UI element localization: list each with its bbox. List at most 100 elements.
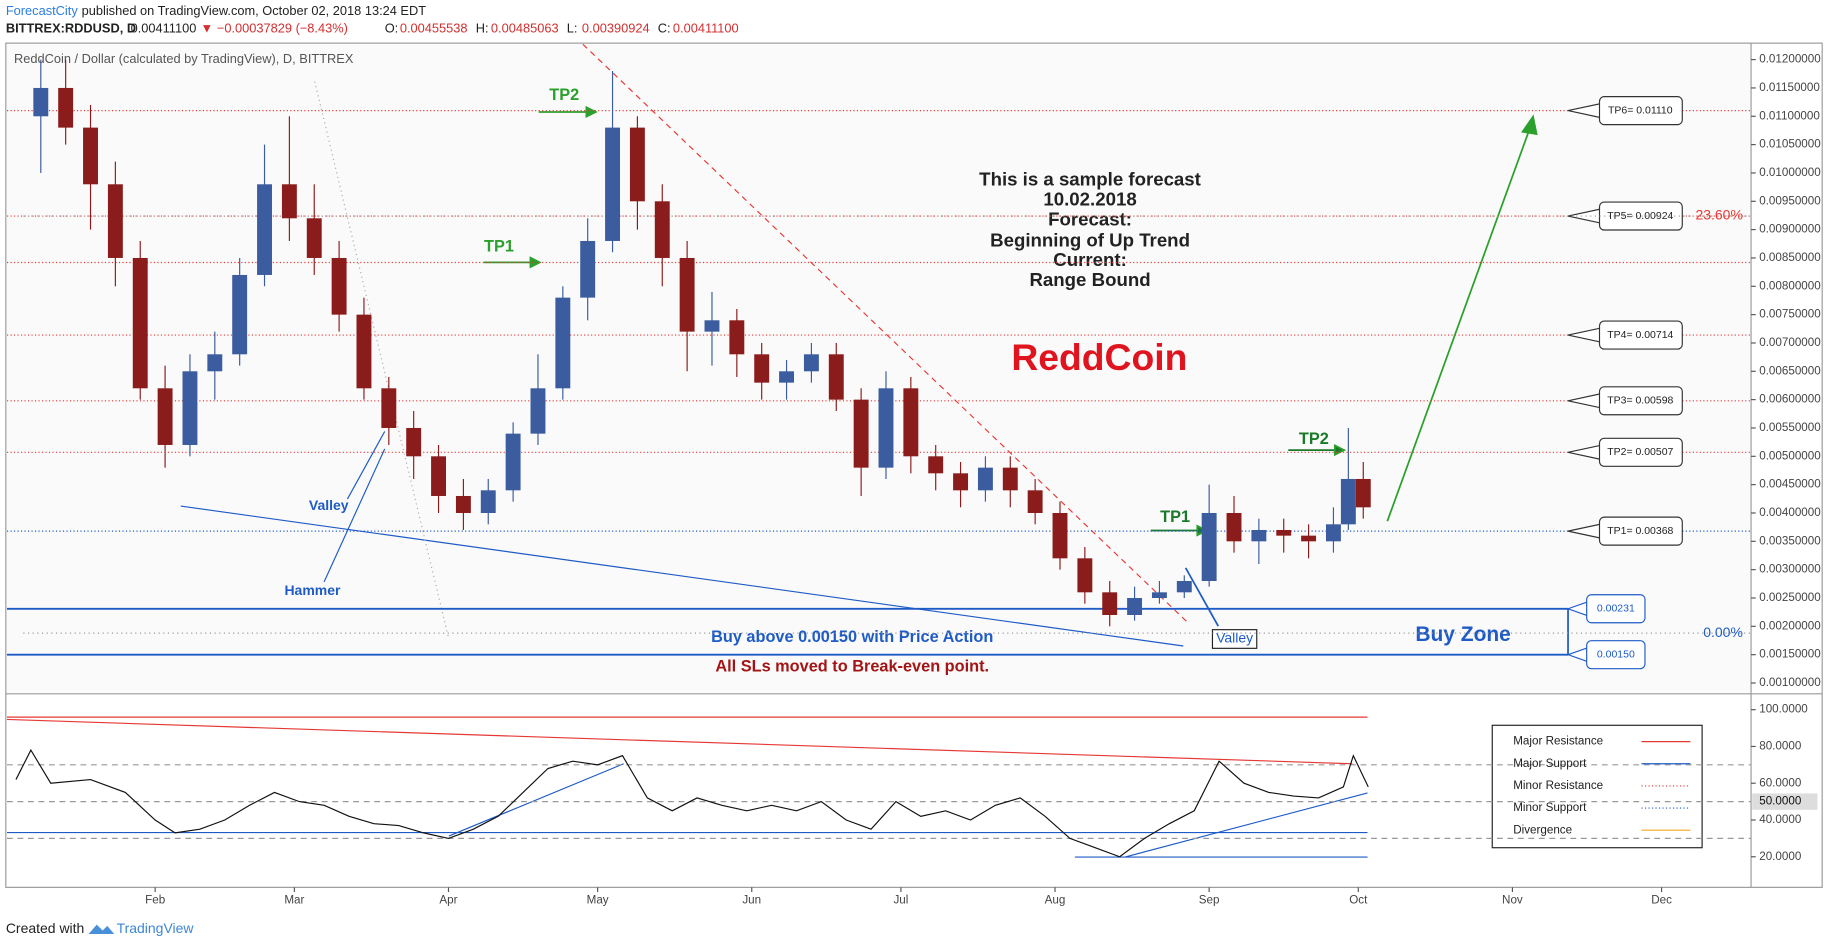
candle-body bbox=[207, 354, 223, 372]
candle-body bbox=[406, 427, 422, 457]
candle-body bbox=[232, 274, 248, 355]
y-tick-label: 0.00950000 bbox=[1759, 194, 1821, 207]
valley-box bbox=[1211, 629, 1258, 649]
candle-body bbox=[1052, 512, 1068, 559]
ohlc-value: 0.00411100 bbox=[673, 21, 739, 36]
callout-label: TP1= 0.00368 bbox=[1607, 526, 1673, 537]
candle-body bbox=[1127, 597, 1143, 615]
last-value-box bbox=[1752, 793, 1818, 810]
arrow bbox=[323, 448, 386, 583]
candle-body bbox=[381, 388, 397, 428]
y-tick-label: 0.00450000 bbox=[1759, 478, 1821, 491]
candle-body bbox=[679, 257, 695, 332]
candle-body bbox=[928, 456, 944, 474]
x-tick-label: May bbox=[587, 893, 609, 906]
candle-body bbox=[157, 388, 173, 445]
y-tick-label: 0.00350000 bbox=[1759, 534, 1821, 547]
y-tick-label: 0.01000000 bbox=[1759, 166, 1821, 179]
callout-label: TP6= 0.01110 bbox=[1608, 105, 1673, 116]
callout bbox=[1586, 594, 1646, 624]
callout-label: TP5= 0.00924 bbox=[1607, 211, 1673, 222]
arrow bbox=[346, 431, 386, 500]
y-tick-label: 80.0000 bbox=[1759, 740, 1802, 753]
callout-label: TP4= 0.00714 bbox=[1607, 330, 1673, 341]
candle-body bbox=[1151, 592, 1167, 598]
author[interactable]: ForecastCity bbox=[6, 3, 78, 18]
candle-body bbox=[878, 388, 894, 468]
candle-body bbox=[281, 184, 297, 219]
candle-body bbox=[1027, 490, 1043, 513]
x-tick-label: Mar bbox=[284, 893, 304, 906]
ohlc-key: O: bbox=[385, 21, 399, 36]
forecast-line: This is a sample forecast bbox=[979, 169, 1201, 190]
callout bbox=[1598, 96, 1683, 126]
candle-body bbox=[33, 87, 49, 117]
y-tick-label: 20.0000 bbox=[1759, 850, 1802, 863]
arrow bbox=[1184, 567, 1220, 627]
candle-body bbox=[58, 87, 74, 128]
y-tick-label: 40.0000 bbox=[1759, 813, 1802, 826]
y-tick-label: 0.00750000 bbox=[1759, 308, 1821, 321]
candle-body bbox=[654, 201, 670, 258]
candle-body bbox=[306, 218, 322, 258]
callout-label: TP3= 0.00598 bbox=[1607, 396, 1673, 407]
candle-body bbox=[803, 354, 819, 372]
candle-body bbox=[953, 473, 969, 491]
candle-body bbox=[331, 257, 347, 315]
forecast-line: Range Bound bbox=[1029, 269, 1150, 290]
rsi-trendline bbox=[448, 763, 624, 837]
callout bbox=[1586, 640, 1646, 670]
y-tick-label: 0.00500000 bbox=[1759, 449, 1821, 462]
candle-body bbox=[480, 490, 496, 513]
legend-label: Major Resistance bbox=[1513, 735, 1603, 748]
y-tick-label: 60.0000 bbox=[1759, 776, 1802, 789]
candle-body bbox=[779, 371, 795, 383]
x-tick-label: Jul bbox=[893, 893, 908, 906]
y-tick-label: 0.00300000 bbox=[1759, 563, 1821, 576]
y-tick-label: 0.01150000 bbox=[1759, 81, 1820, 94]
buy-above: Buy above 0.00150 with Price Action bbox=[711, 628, 993, 646]
candle-body bbox=[530, 388, 546, 434]
y-tick-label: 0.00550000 bbox=[1759, 421, 1821, 434]
coin-title: ReddCoin bbox=[1011, 336, 1187, 378]
candle-body bbox=[1355, 478, 1371, 508]
tp-label: TP2 bbox=[549, 86, 579, 104]
created-with: Created with bbox=[6, 920, 85, 936]
rsi-resistance bbox=[6, 718, 1353, 765]
x-tick-label: Aug bbox=[1045, 893, 1066, 906]
buy-zone: Buy Zone bbox=[1415, 623, 1511, 646]
y-tick-label: 0.01100000 bbox=[1759, 109, 1820, 122]
y-tick-label: 0.00150000 bbox=[1759, 648, 1821, 661]
x-tick-label: Apr bbox=[439, 893, 457, 906]
ohlc-key: L: bbox=[567, 21, 578, 36]
y-tick-label: 100.0000 bbox=[1759, 703, 1808, 716]
x-tick-label: Dec bbox=[1651, 893, 1672, 906]
brand[interactable]: TradingView bbox=[117, 920, 195, 936]
fib-label: 23.60% bbox=[1695, 207, 1742, 223]
candle-body bbox=[1002, 467, 1018, 491]
candle-body bbox=[754, 354, 770, 383]
forecast-line: Current: bbox=[1053, 249, 1127, 270]
callout-label: TP2= 0.00507 bbox=[1607, 447, 1673, 458]
y-tick-label: 0.00800000 bbox=[1759, 279, 1821, 292]
y-tick-label: 0.00250000 bbox=[1759, 591, 1821, 604]
candle-body bbox=[903, 388, 919, 457]
y-tick-label: 0.01050000 bbox=[1759, 138, 1821, 151]
candle-body bbox=[828, 354, 844, 400]
published: published on TradingView.com, October 02… bbox=[82, 3, 427, 18]
candle-body bbox=[83, 127, 98, 185]
legend-label: Divergence bbox=[1513, 823, 1572, 836]
candle-body bbox=[107, 184, 123, 258]
arrow-head bbox=[1521, 114, 1538, 136]
candle-body bbox=[1301, 535, 1317, 542]
tp-label: TP1 bbox=[484, 238, 514, 256]
candle-body bbox=[1226, 512, 1242, 542]
valley-label: Valley bbox=[1216, 630, 1253, 646]
candle-body bbox=[977, 467, 993, 491]
candle-body bbox=[580, 240, 596, 298]
ohlc-key: H: bbox=[476, 21, 489, 36]
legend-label: Minor Resistance bbox=[1513, 779, 1603, 792]
candle-body bbox=[729, 320, 745, 355]
candle-body bbox=[455, 495, 471, 513]
